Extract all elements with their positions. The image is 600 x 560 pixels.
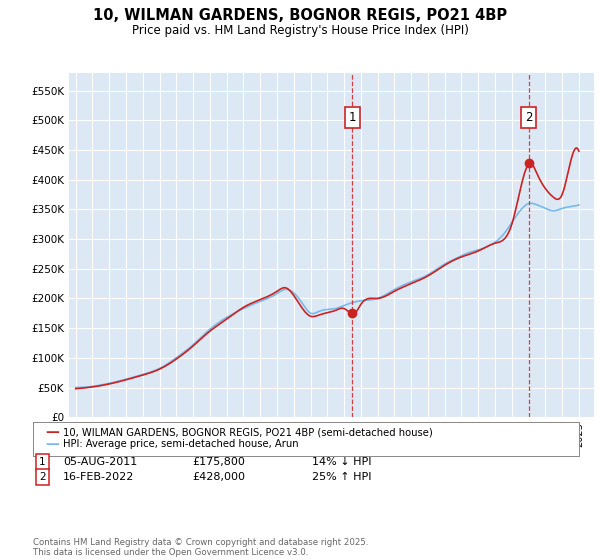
Text: £428,000: £428,000 xyxy=(192,472,245,482)
Text: 25% ↑ HPI: 25% ↑ HPI xyxy=(312,472,371,482)
Text: HPI: Average price, semi-detached house, Arun: HPI: Average price, semi-detached house,… xyxy=(63,438,299,449)
Text: 10, WILMAN GARDENS, BOGNOR REGIS, PO21 4BP (semi-detached house): 10, WILMAN GARDENS, BOGNOR REGIS, PO21 4… xyxy=(63,427,433,437)
Text: 1: 1 xyxy=(39,457,46,467)
Text: 2: 2 xyxy=(39,472,46,482)
Text: 05-AUG-2011: 05-AUG-2011 xyxy=(63,457,137,467)
Text: 16-FEB-2022: 16-FEB-2022 xyxy=(63,472,134,482)
Text: —: — xyxy=(45,426,59,439)
Text: £175,800: £175,800 xyxy=(192,457,245,467)
Text: 2: 2 xyxy=(525,111,532,124)
Text: 14% ↓ HPI: 14% ↓ HPI xyxy=(312,457,371,467)
Text: Contains HM Land Registry data © Crown copyright and database right 2025.
This d: Contains HM Land Registry data © Crown c… xyxy=(33,538,368,557)
Text: —: — xyxy=(45,437,59,450)
Text: 1: 1 xyxy=(349,111,356,124)
Text: Price paid vs. HM Land Registry's House Price Index (HPI): Price paid vs. HM Land Registry's House … xyxy=(131,24,469,36)
Text: 10, WILMAN GARDENS, BOGNOR REGIS, PO21 4BP: 10, WILMAN GARDENS, BOGNOR REGIS, PO21 4… xyxy=(93,8,507,24)
